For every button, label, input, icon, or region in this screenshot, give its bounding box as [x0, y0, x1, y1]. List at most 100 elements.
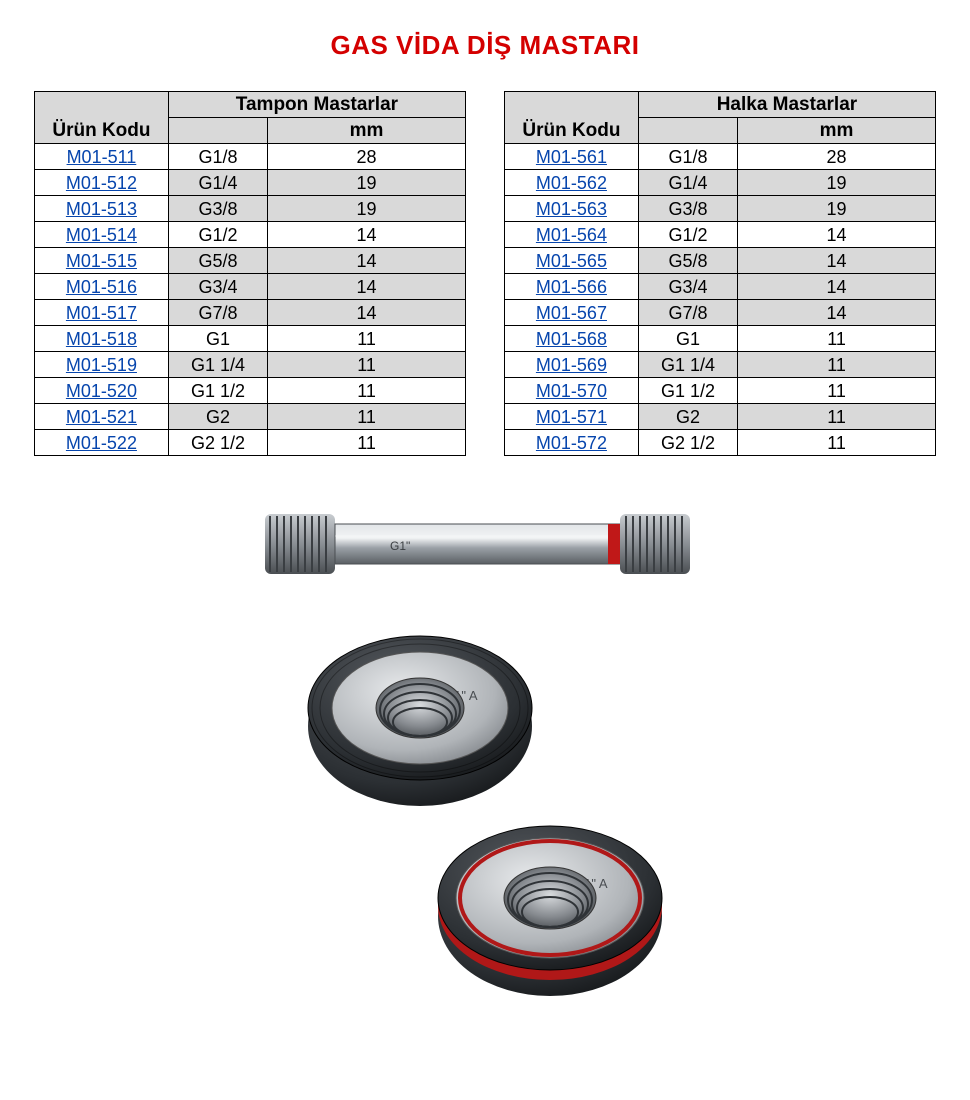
product-code-link[interactable]: M01-569 [505, 352, 639, 378]
size-cell: G5/8 [638, 248, 737, 274]
size-cell: G1 1/2 [168, 378, 267, 404]
size-cell: G1 [168, 326, 267, 352]
table-row: M01-566G3/414 [505, 274, 936, 300]
mm-cell: 14 [738, 248, 936, 274]
size-cell: G3/4 [638, 274, 737, 300]
col-header-mm: mm [268, 118, 466, 144]
mm-cell: 11 [268, 352, 466, 378]
product-code-link[interactable]: M01-512 [35, 170, 169, 196]
size-cell: G1/4 [638, 170, 737, 196]
table-row: M01-522G2 1/211 [35, 430, 466, 456]
mm-cell: 14 [268, 274, 466, 300]
size-cell: G2 [168, 404, 267, 430]
size-cell: G1/8 [168, 144, 267, 170]
size-cell: G1/2 [168, 222, 267, 248]
product-code-link[interactable]: M01-519 [35, 352, 169, 378]
product-illustration: G1" [30, 484, 940, 1024]
mm-cell: 14 [268, 300, 466, 326]
mm-cell: 11 [268, 430, 466, 456]
tampon-table: Ürün KoduTampon Mastarlar mmM01-511G1/82… [34, 91, 466, 456]
col-header-mm: mm [738, 118, 936, 144]
col-header-group: Halka Mastarlar [638, 92, 935, 118]
size-cell: G1 1/2 [638, 378, 737, 404]
product-code-link[interactable]: M01-520 [35, 378, 169, 404]
product-code-link[interactable]: M01-568 [505, 326, 639, 352]
col-header-size [638, 118, 737, 144]
product-code-link[interactable]: M01-522 [35, 430, 169, 456]
size-cell: G3/8 [168, 196, 267, 222]
table-row: M01-516G3/414 [35, 274, 466, 300]
table-row: M01-568G111 [505, 326, 936, 352]
product-code-link[interactable]: M01-567 [505, 300, 639, 326]
size-cell: G3/4 [168, 274, 267, 300]
size-cell: G1/8 [638, 144, 737, 170]
product-code-link[interactable]: M01-565 [505, 248, 639, 274]
table-row: M01-518G111 [35, 326, 466, 352]
mm-cell: 11 [738, 404, 936, 430]
size-cell: G2 [638, 404, 737, 430]
col-header-size [168, 118, 267, 144]
table-row: M01-572G2 1/211 [505, 430, 936, 456]
table-row: M01-561G1/828 [505, 144, 936, 170]
product-code-link[interactable]: M01-511 [35, 144, 169, 170]
table-row: M01-515G5/814 [35, 248, 466, 274]
mm-cell: 14 [738, 222, 936, 248]
product-code-link[interactable]: M01-570 [505, 378, 639, 404]
table-row: M01-570G1 1/211 [505, 378, 936, 404]
product-code-link[interactable]: M01-513 [35, 196, 169, 222]
size-cell: G1/4 [168, 170, 267, 196]
product-code-link[interactable]: M01-571 [505, 404, 639, 430]
product-code-link[interactable]: M01-572 [505, 430, 639, 456]
size-cell: G2 1/2 [638, 430, 737, 456]
product-code-link[interactable]: M01-517 [35, 300, 169, 326]
mm-cell: 14 [738, 300, 936, 326]
table-row: M01-514G1/214 [35, 222, 466, 248]
product-code-link[interactable]: M01-516 [35, 274, 169, 300]
mm-cell: 11 [738, 430, 936, 456]
product-code-link[interactable]: M01-521 [35, 404, 169, 430]
size-cell: G7/8 [638, 300, 737, 326]
mm-cell: 28 [738, 144, 936, 170]
product-code-link[interactable]: M01-564 [505, 222, 639, 248]
page-title: GAS VİDA DİŞ MASTARI [30, 30, 940, 61]
product-code-link[interactable]: M01-561 [505, 144, 639, 170]
product-code-link[interactable]: M01-563 [505, 196, 639, 222]
size-cell: G5/8 [168, 248, 267, 274]
size-cell: G1 1/4 [168, 352, 267, 378]
table-row: M01-520G1 1/211 [35, 378, 466, 404]
mm-cell: 19 [268, 170, 466, 196]
mm-cell: 19 [268, 196, 466, 222]
svg-text:G1": G1" [390, 539, 410, 553]
table-row: M01-571G211 [505, 404, 936, 430]
ring-gauges-icon: G1" A G1" A [250, 604, 720, 1024]
table-row: M01-563G3/819 [505, 196, 936, 222]
product-code-link[interactable]: M01-515 [35, 248, 169, 274]
col-header-urun-kodu: Ürün Kodu [505, 92, 639, 144]
table-row: M01-569G1 1/411 [505, 352, 936, 378]
product-code-link[interactable]: M01-518 [35, 326, 169, 352]
size-cell: G2 1/2 [168, 430, 267, 456]
mm-cell: 14 [738, 274, 936, 300]
size-cell: G1 1/4 [638, 352, 737, 378]
table-row: M01-512G1/419 [35, 170, 466, 196]
product-code-link[interactable]: M01-566 [505, 274, 639, 300]
product-code-link[interactable]: M01-562 [505, 170, 639, 196]
mm-cell: 11 [268, 378, 466, 404]
tables-container: Ürün KoduTampon Mastarlar mmM01-511G1/82… [30, 91, 940, 456]
halka-table: Ürün KoduHalka Mastarlar mmM01-561G1/828… [504, 91, 936, 456]
mm-cell: 11 [738, 378, 936, 404]
mm-cell: 28 [268, 144, 466, 170]
size-cell: G7/8 [168, 300, 267, 326]
mm-cell: 19 [738, 170, 936, 196]
table-row: M01-565G5/814 [505, 248, 936, 274]
mm-cell: 11 [268, 326, 466, 352]
table-row: M01-513G3/819 [35, 196, 466, 222]
col-header-urun-kodu: Ürün Kodu [35, 92, 169, 144]
size-cell: G1/2 [638, 222, 737, 248]
mm-cell: 14 [268, 248, 466, 274]
product-code-link[interactable]: M01-514 [35, 222, 169, 248]
table-row: M01-564G1/214 [505, 222, 936, 248]
table-row: M01-567G7/814 [505, 300, 936, 326]
table-row: M01-517G7/814 [35, 300, 466, 326]
table-row: M01-562G1/419 [505, 170, 936, 196]
